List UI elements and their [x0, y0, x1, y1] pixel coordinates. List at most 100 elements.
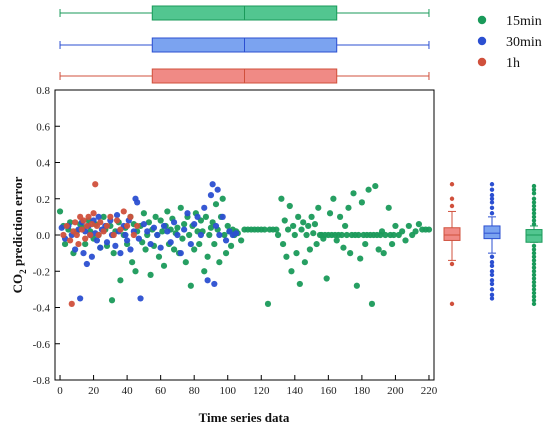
side-box-outlier-1h [449, 196, 455, 201]
point-30min [112, 242, 119, 249]
side-box-15min [525, 229, 543, 243]
point-15min [392, 222, 399, 230]
y-axis-title-rest: prediction error [10, 176, 25, 269]
point-15min [56, 208, 64, 215]
point-15min [399, 228, 406, 235]
point-30min [164, 228, 171, 235]
side-box-outlier-15min [531, 258, 537, 263]
point-1h [82, 235, 89, 242]
point-1h [100, 228, 107, 235]
point-1h [92, 181, 99, 188]
point-15min [201, 268, 208, 275]
side-box-outlier-30min [489, 200, 495, 205]
point-30min [97, 244, 104, 251]
point-15min [216, 259, 223, 266]
point-15min [274, 231, 282, 239]
point-30min [184, 210, 191, 217]
point-30min [72, 246, 79, 253]
side-box-outlier-15min [531, 290, 537, 296]
point-1h [120, 208, 127, 215]
point-15min [160, 262, 168, 269]
x-tick-label: 220 [421, 385, 438, 397]
y-tick-label: -0.4 [33, 303, 51, 315]
y-tick-label: -0.8 [33, 375, 51, 387]
point-15min [300, 219, 307, 226]
point-15min [402, 237, 409, 244]
x-tick-label: 80 [189, 385, 201, 397]
point-15min [338, 231, 345, 239]
point-30min [88, 253, 95, 260]
point-30min [154, 231, 161, 239]
point-15min [301, 259, 308, 266]
side-box-outlier-1h [449, 301, 455, 307]
side-box-outlier-30min [489, 296, 495, 301]
x-tick-label: 140 [287, 385, 304, 397]
y-tick-label: 0.6 [36, 121, 50, 133]
point-15min [340, 244, 347, 251]
point-1h [63, 222, 70, 230]
side-boxplots [443, 182, 543, 307]
point-15min [181, 221, 188, 228]
side-box-outlier-30min [489, 187, 495, 192]
point-15min [288, 268, 295, 275]
side-box-outlier-15min [531, 211, 537, 216]
point-30min [58, 224, 65, 231]
point-15min [207, 224, 215, 231]
point-15min [145, 219, 153, 226]
side-box-outlier-30min [489, 263, 495, 269]
point-30min [127, 246, 134, 253]
point-15min [390, 231, 397, 239]
point-15min [170, 246, 178, 253]
point-15min [355, 231, 362, 239]
point-15min [212, 201, 220, 208]
point-30min [103, 239, 111, 246]
point-30min [174, 231, 181, 239]
point-30min [134, 199, 141, 206]
side-box-outlier-30min [489, 259, 495, 265]
point-15min [308, 213, 315, 220]
legend-label-1h: 1h [506, 56, 520, 71]
side-box-outlier-30min [489, 272, 495, 278]
point-15min [330, 195, 337, 202]
point-15min [311, 221, 319, 228]
point-15min [313, 240, 320, 248]
point-30min [147, 240, 154, 248]
point-15min [191, 246, 198, 253]
point-15min [385, 204, 392, 211]
point-15min [278, 195, 285, 202]
side-box-outlier-15min [531, 276, 537, 281]
y-tick-label: -0.6 [33, 339, 51, 351]
point-15min [132, 268, 139, 275]
point-1h [90, 210, 97, 217]
point-15min [182, 259, 189, 266]
point-1h [78, 226, 85, 233]
point-30min [122, 231, 129, 239]
side-box-1h [443, 227, 461, 241]
legend-marker-15min [477, 15, 487, 25]
side-box-outlier-30min [489, 278, 495, 283]
side-box-outlier-30min [489, 196, 495, 201]
point-15min [264, 300, 272, 307]
side-box-outlier-1h [449, 203, 455, 209]
point-30min [80, 250, 87, 257]
point-30min [135, 235, 142, 242]
side-box-outlier-15min [531, 214, 537, 220]
point-15min [108, 297, 116, 304]
point-30min [93, 237, 101, 244]
point-15min [129, 259, 136, 266]
point-15min [187, 282, 194, 289]
point-15min [362, 240, 369, 248]
side-box-outlier-15min [531, 279, 537, 285]
point-1h [97, 219, 104, 226]
point-1h [87, 231, 94, 239]
x-tick-label: 160 [320, 385, 337, 397]
point-15min [238, 237, 245, 244]
point-1h [103, 222, 111, 230]
point-15min [196, 240, 203, 248]
point-15min [326, 210, 334, 217]
point-15min [306, 246, 314, 253]
point-30min [207, 192, 215, 199]
point-15min [140, 210, 147, 217]
side-box-outlier-1h [449, 182, 455, 187]
point-15min [310, 230, 317, 237]
